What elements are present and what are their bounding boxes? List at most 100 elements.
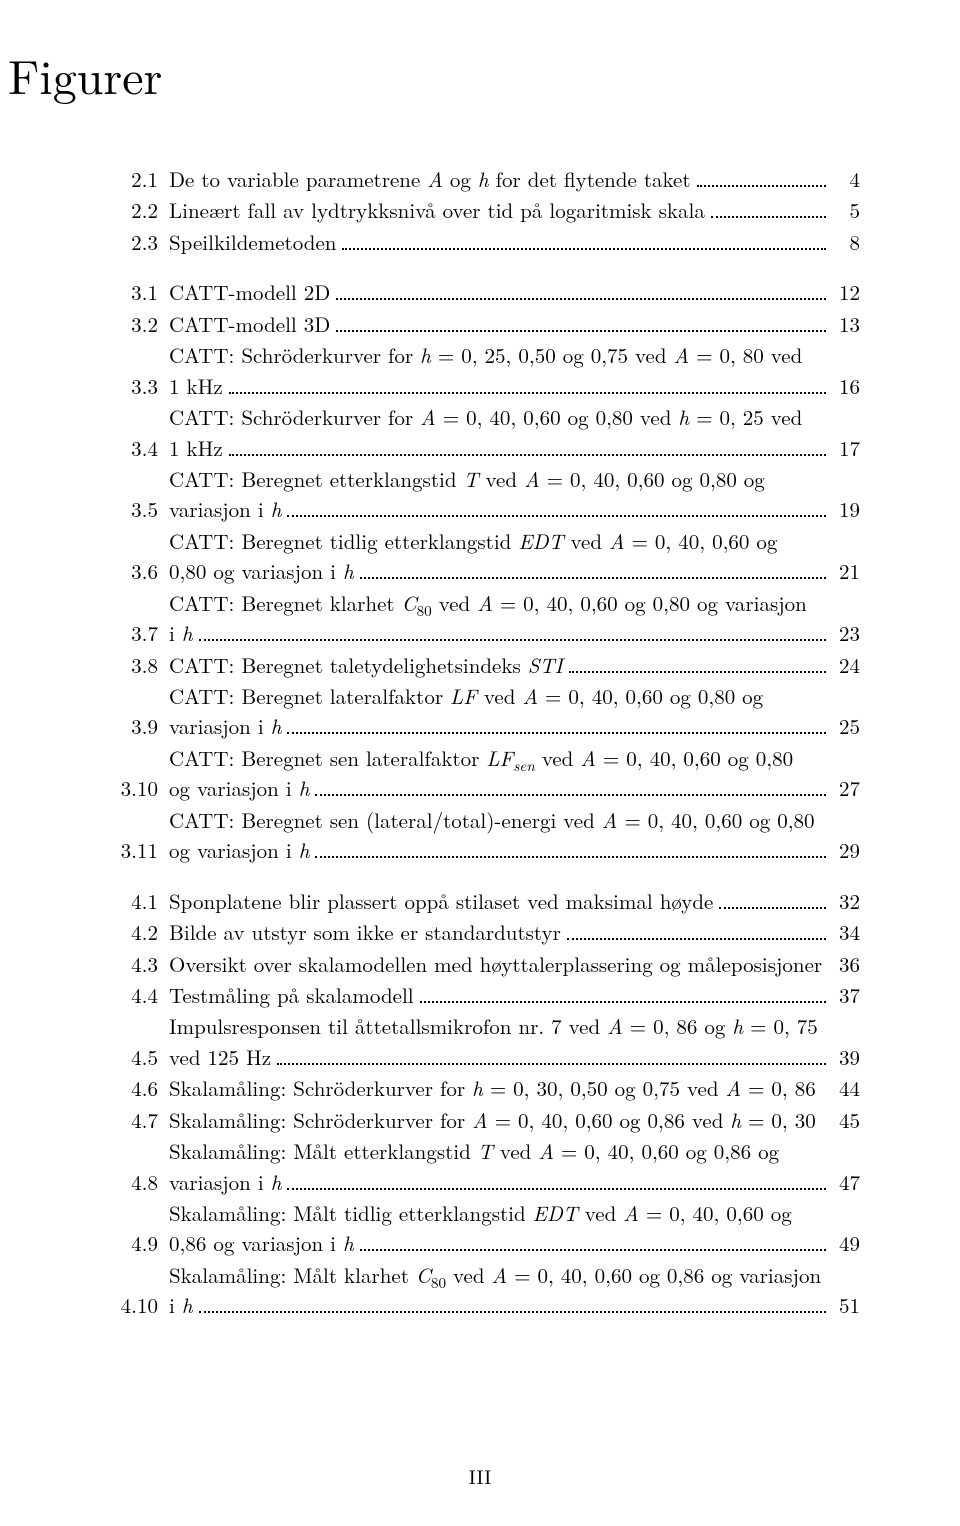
toc-entry-number: 4.4 <box>100 980 169 1010</box>
toc-page-number: 45 <box>832 1105 860 1135</box>
toc-text-line: 0,80 og variasjon i h <box>169 556 354 586</box>
dot-leader <box>711 216 826 218</box>
toc-entry: 3.4CATT: Schröderkurver for A = 0, 40, 0… <box>100 402 860 463</box>
toc-entry-text: CATT: Beregnet tidlig etterklangstid EDT… <box>169 526 860 587</box>
toc-text-line: variasjon i h <box>169 711 281 741</box>
toc-text-line: ved 125 Hz <box>169 1042 271 1072</box>
toc-page-number: 51 <box>832 1290 860 1320</box>
toc-last-line: CATT-modell 3D13 <box>169 309 860 339</box>
toc-page-number: 37 <box>832 980 860 1010</box>
toc-entry-text: CATT: Beregnet taletydelighetsindeks STI… <box>169 650 860 680</box>
toc-entry-text: Speilkildemetoden8 <box>169 227 860 257</box>
toc-page-number: 36 <box>832 949 860 979</box>
toc-text-line: CATT: Schröderkurver for h = 0, 25, 0,50… <box>169 340 860 370</box>
dot-leader <box>287 732 826 734</box>
toc-entry-number: 3.10 <box>100 773 169 803</box>
toc-text-line: CATT: Beregnet tidlig etterklangstid EDT… <box>169 526 860 556</box>
toc-entry-number: 4.8 <box>100 1167 169 1197</box>
dot-leader <box>567 938 826 940</box>
dot-leader <box>360 1249 826 1251</box>
toc-page-number: 13 <box>832 309 860 339</box>
toc-entry-number: 3.2 <box>100 309 169 339</box>
toc-text-line: variasjon i h <box>169 1167 281 1197</box>
toc-last-line: Skalamåling: Schröderkurver for A = 0, 4… <box>169 1105 860 1135</box>
toc-page-number: 27 <box>832 773 860 803</box>
toc-entry: 3.11CATT: Beregnet sen (lateral/total)-e… <box>100 805 860 866</box>
toc-last-line: ved 125 Hz 39 <box>169 1042 860 1072</box>
toc-entry-number: 4.5 <box>100 1042 169 1072</box>
toc-entry: 3.6CATT: Beregnet tidlig etterklangstid … <box>100 526 860 587</box>
toc-entry-number: 3.6 <box>100 556 169 586</box>
toc-last-line: og variasjon i h27 <box>169 773 860 803</box>
toc-last-line: CATT: Beregnet taletydelighetsindeks STI… <box>169 650 860 680</box>
toc-last-line: Lineært fall av lydtrykksnivå over tid p… <box>169 195 860 225</box>
dot-leader <box>569 671 826 673</box>
toc-last-line: 1 kHz17 <box>169 433 860 463</box>
toc-entry-text: Skalamåling: Schröderkurver for A = 0, 4… <box>169 1105 860 1135</box>
toc-text-line: Skalamåling: Målt etterklangstid T ved A… <box>169 1136 860 1166</box>
toc-entry-number: 3.5 <box>100 494 169 524</box>
toc-entry-text: Bilde av utstyr som ikke er standardutst… <box>169 917 860 947</box>
toc-last-line: Skalamåling: Schröderkurver for h = 0, 3… <box>169 1073 860 1103</box>
toc-entry-number: 3.11 <box>100 835 169 865</box>
toc-entry: 3.9CATT: Beregnet lateralfaktor LF ved A… <box>100 681 860 742</box>
toc-entry-number: 4.1 <box>100 886 169 916</box>
toc-entry: 4.8Skalamåling: Målt etterklangstid T ve… <box>100 1136 860 1197</box>
group-gap <box>100 867 860 886</box>
toc-entry-text: CATT-modell 3D13 <box>169 309 860 339</box>
toc-entry: 4.7Skalamåling: Schröderkurver for A = 0… <box>100 1105 860 1135</box>
toc-entry-text: Testmåling på skalamodell 37 <box>169 980 860 1010</box>
toc-last-line: CATT-modell 2D12 <box>169 277 860 307</box>
dot-leader <box>287 515 826 517</box>
toc-page-number: 25 <box>832 711 860 741</box>
toc-text-line: CATT: Beregnet etterklangstid T ved A = … <box>169 464 860 494</box>
toc-entry: 4.6Skalamåling: Schröderkurver for h = 0… <box>100 1073 860 1103</box>
toc-text-line: Speilkildemetoden <box>169 227 336 257</box>
toc-text-line: Testmåling på skalamodell <box>169 980 414 1010</box>
toc-entry-text: CATT: Beregnet sen (lateral/total)-energ… <box>169 805 860 866</box>
toc-page-number: 23 <box>832 618 860 648</box>
group-gap <box>100 258 860 277</box>
dot-leader <box>719 907 826 909</box>
toc-last-line: variasjon i h19 <box>169 494 860 524</box>
toc-entry-number: 3.9 <box>100 711 169 741</box>
toc-entry-text: CATT: Schröderkurver for A = 0, 40, 0,60… <box>169 402 860 463</box>
toc-last-line: Oversikt over skalamodellen med høyttale… <box>169 949 860 979</box>
dot-leader <box>315 794 826 796</box>
toc-entry-text: De to variable parametrene A og h for de… <box>169 164 860 194</box>
dot-leader <box>697 185 826 187</box>
toc-text-line: 0,86 og variasjon i h <box>169 1228 354 1258</box>
toc-page-number: 39 <box>832 1042 860 1072</box>
toc-entry: 3.10CATT: Beregnet sen lateralfaktor LFs… <box>100 743 860 804</box>
toc-entry-text: Skalamåling: Målt klarhet C80 ved A = 0,… <box>169 1260 860 1321</box>
toc-entry: 2.2Lineært fall av lydtrykksnivå over ti… <box>100 195 860 225</box>
dot-leader <box>199 639 826 641</box>
toc-text-line: Skalamåling: Schröderkurver for A = 0, 4… <box>169 1105 816 1135</box>
toc-page-number: 24 <box>832 650 860 680</box>
toc-entry-text: Skalamåling: Schröderkurver for h = 0, 3… <box>169 1073 860 1103</box>
toc-entry: 4.3Oversikt over skalamodellen med høytt… <box>100 949 860 979</box>
toc-entry: 4.5Impulsresponsen til åttetallsmikrofon… <box>100 1011 860 1072</box>
toc-page-number: 34 <box>832 917 860 947</box>
toc-entry-text: CATT: Beregnet sen lateralfaktor LFsen v… <box>169 743 860 804</box>
toc-entry-number: 4.2 <box>100 917 169 947</box>
toc-page-number: 32 <box>832 886 860 916</box>
toc-entry-number: 4.3 <box>100 949 169 979</box>
toc-last-line: 0,86 og variasjon i h49 <box>169 1228 860 1258</box>
toc-entry: 3.7CATT: Beregnet klarhet C80 ved A = 0,… <box>100 588 860 649</box>
toc-entry-number: 4.9 <box>100 1228 169 1258</box>
toc-page-number: 47 <box>832 1167 860 1197</box>
toc-entry-text: Sponplatene blir plassert oppå stilaset … <box>169 886 860 916</box>
toc-entry-number: 2.3 <box>100 227 169 257</box>
toc-entry-text: Impulsresponsen til åttetallsmikrofon nr… <box>169 1011 860 1072</box>
toc-entry-text: CATT: Beregnet etterklangstid T ved A = … <box>169 464 860 525</box>
toc-last-line: 1 kHz16 <box>169 371 860 401</box>
toc-entry-text: CATT: Beregnet lateralfaktor LF ved A = … <box>169 681 860 742</box>
toc-entry-text: CATT: Schröderkurver for h = 0, 25, 0,50… <box>169 340 860 401</box>
toc-entry-text: CATT: Beregnet klarhet C80 ved A = 0, 40… <box>169 588 860 649</box>
toc-last-line: 0,80 og variasjon i h21 <box>169 556 860 586</box>
dot-leader <box>229 454 826 456</box>
toc-entry-text: Skalamåling: Målt etterklangstid T ved A… <box>169 1136 860 1197</box>
toc-page-number: 17 <box>832 433 860 463</box>
toc-entry-number: 2.2 <box>100 195 169 225</box>
